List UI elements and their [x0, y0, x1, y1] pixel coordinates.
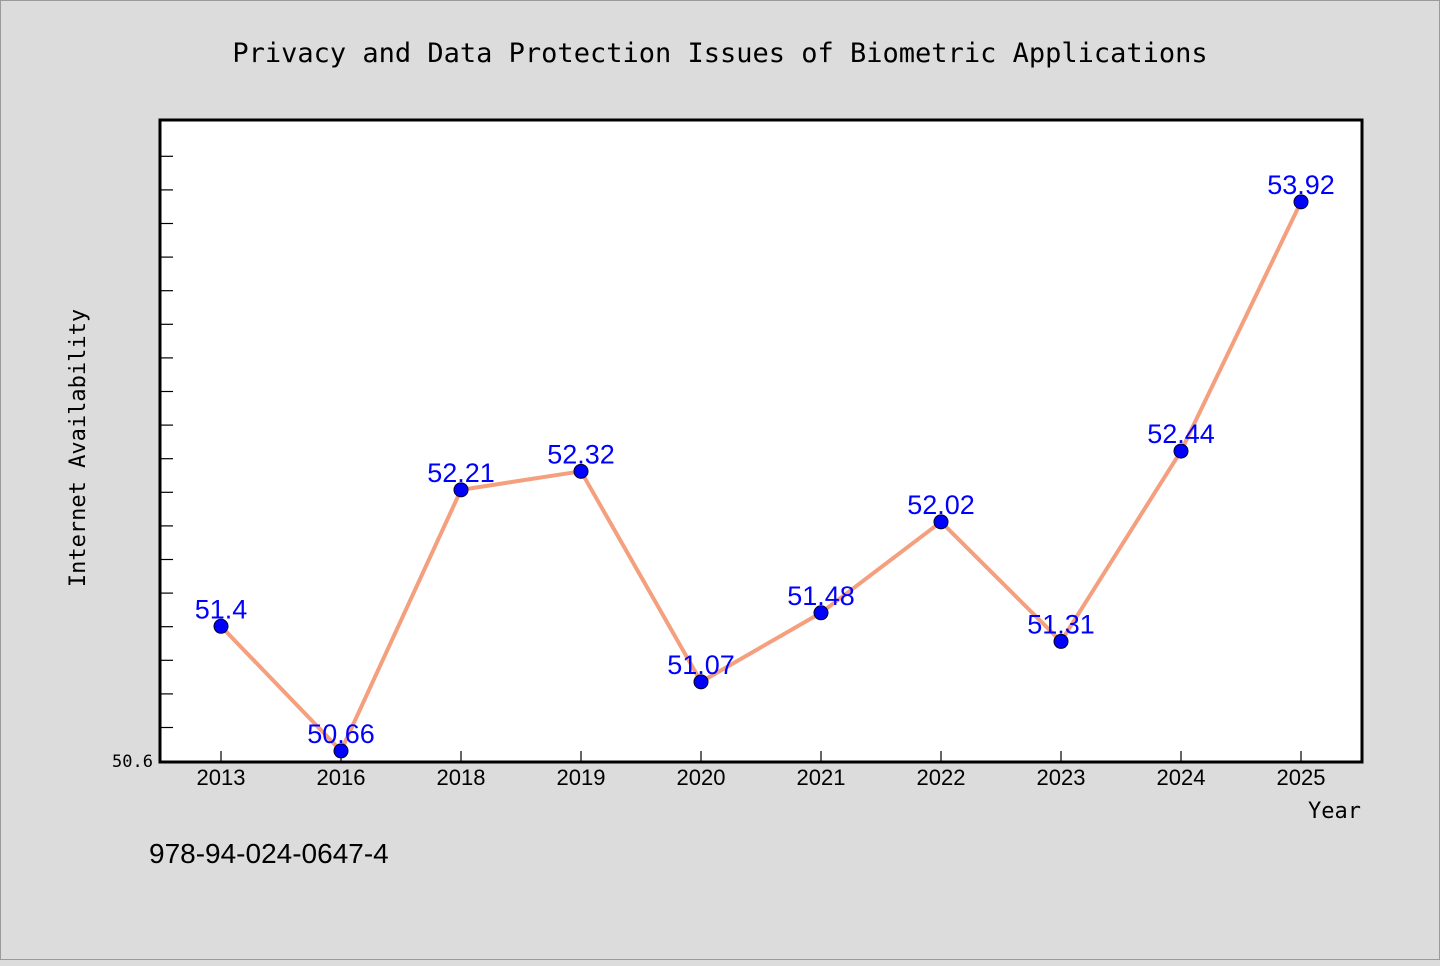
data-label: 52.32 [547, 439, 615, 469]
data-label: 52.02 [907, 490, 975, 520]
data-label: 52.21 [427, 458, 495, 488]
data-label: 51.4 [195, 594, 248, 624]
x-tick-label: 2020 [677, 765, 726, 790]
x-tick-label: 2022 [917, 765, 966, 790]
data-labels: 51.4 50.66 52.21 52.32 51.07 51.48 52.02 51.31 5… [195, 170, 1335, 749]
data-point [453, 482, 469, 498]
data-point [1173, 443, 1189, 459]
data-label: 53.92 [1267, 170, 1335, 200]
chart-title: Privacy and Data Protection Issues of Bi… [232, 38, 1207, 69]
x-tick-label: 2018 [437, 765, 486, 790]
series-line [219, 200, 1303, 753]
x-tick-label: 2024 [1157, 765, 1206, 790]
x-tick-label: 2023 [1037, 765, 1086, 790]
data-point [573, 463, 589, 479]
x-tick-label: 2019 [557, 765, 606, 790]
x-ticks: 2013 2016 2018 2019 2020 2021 2022 2023 2024 2025 [197, 751, 1326, 790]
x-tick-label: 2021 [797, 765, 846, 790]
data-label: 52.44 [1147, 419, 1215, 449]
data-point [1053, 633, 1069, 649]
x-axis-label: Year [1308, 799, 1361, 824]
plot-area [158, 118, 1364, 764]
data-label: 50.66 [307, 719, 375, 749]
data-label: 51.48 [787, 581, 855, 611]
data-markers [213, 194, 1309, 759]
data-label: 51.07 [667, 650, 735, 680]
data-point [213, 618, 229, 634]
x-tick-label: 2016 [317, 765, 366, 790]
y-axis-label: Internet Availability [66, 309, 91, 587]
data-point [693, 674, 709, 690]
y-tick-label: 50.6 [112, 752, 153, 772]
isbn-text: 978-94-024-0647-4 [149, 838, 389, 869]
data-point [1293, 194, 1309, 210]
y-minor-ticks [161, 155, 173, 729]
data-point [813, 605, 829, 621]
data-point [933, 514, 949, 530]
data-point [333, 743, 349, 759]
x-tick-label: 2013 [197, 765, 246, 790]
data-label: 51.31 [1027, 609, 1095, 639]
x-tick-label: 2025 [1277, 765, 1326, 790]
